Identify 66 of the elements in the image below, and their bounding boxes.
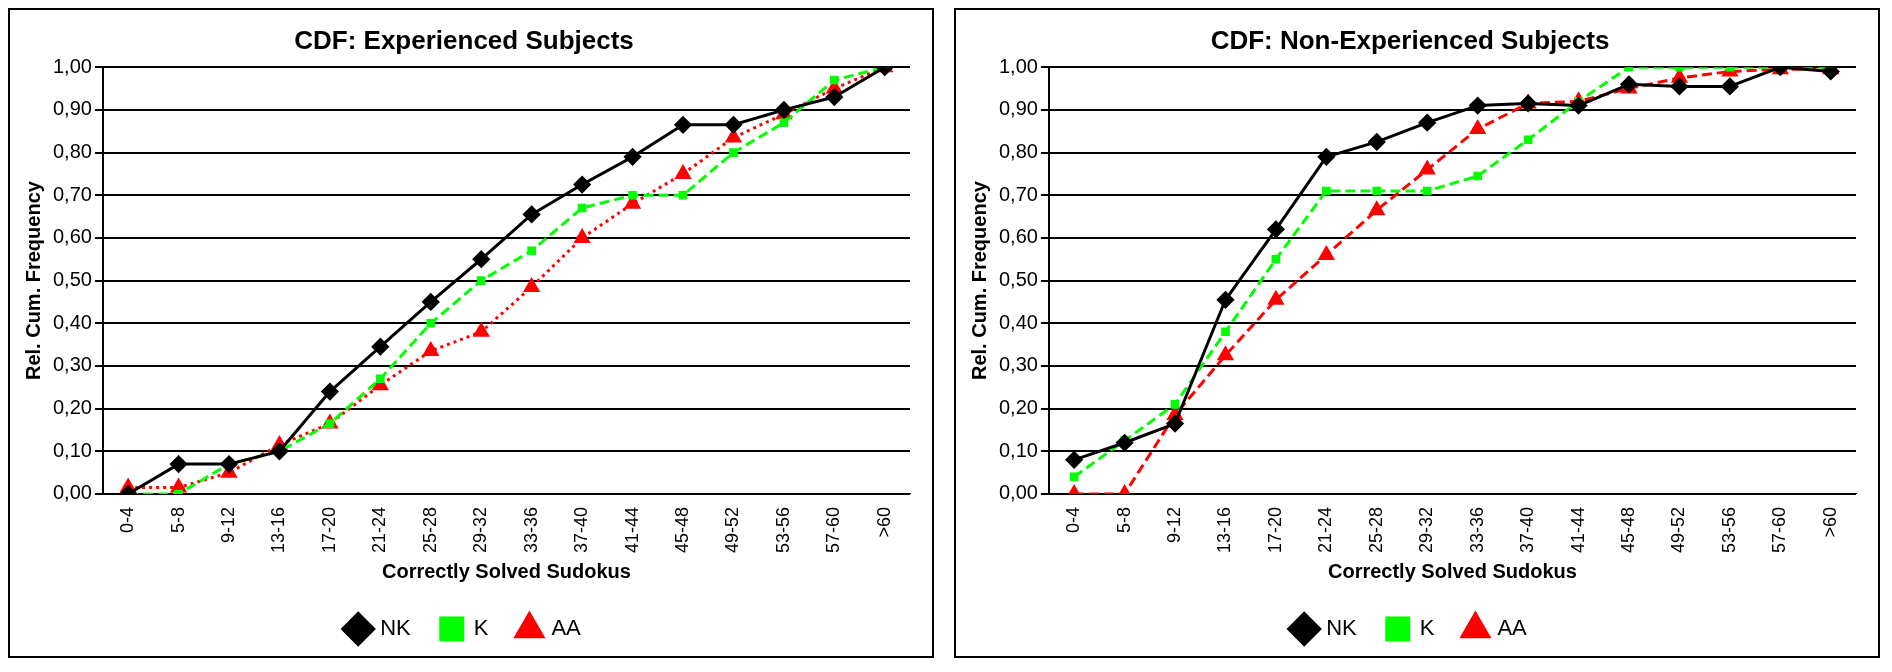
x-tick-label: 33-36 (1466, 506, 1487, 554)
y-tick-label: 0,50 (52, 268, 92, 291)
y-tick-label: 1,00 (998, 54, 1038, 77)
y-tick-label: 0,80 (998, 140, 1038, 163)
x-tick-label: 9-12 (218, 506, 238, 543)
y-tick-label: 0,20 (998, 396, 1038, 419)
legend-label: AA (1497, 615, 1528, 641)
x-tick-label: 21-24 (1315, 506, 1336, 554)
x-tick-label: 45-48 (1617, 506, 1638, 554)
y-tick-label: 0,30 (52, 353, 92, 376)
y-tick-label: 0,40 (52, 310, 92, 333)
x-tick-label: 25-28 (419, 506, 440, 554)
x-tick-label: >60 (1819, 506, 1840, 538)
x-tick-label: 53-56 (772, 506, 793, 554)
x-tick-label: 21-24 (369, 506, 390, 554)
x-tick-label: 17-20 (1264, 506, 1285, 554)
x-tick-label: 57-60 (1769, 506, 1790, 554)
x-tick-label: 33-36 (520, 506, 541, 554)
x-tick-label: 17-20 (318, 506, 339, 554)
x-axis-title: Correctly Solved Sudokus (1327, 559, 1577, 582)
y-tick-label: 0,60 (998, 225, 1038, 248)
y-tick-label: 0,90 (998, 97, 1038, 120)
y-tick-label: 0,70 (998, 182, 1038, 205)
y-tick-label: 0,50 (998, 268, 1038, 291)
y-tick-label: 0,60 (52, 225, 92, 248)
legend-label: NK (1326, 615, 1358, 641)
x-tick-label: 41-44 (1567, 506, 1588, 554)
x-tick-label: 49-52 (1668, 506, 1689, 554)
y-tick-label: 0,90 (52, 97, 92, 120)
x-tick-label: 37-40 (1517, 506, 1538, 554)
y-tick-label: 0,30 (998, 353, 1038, 376)
legend-label: K (473, 615, 489, 641)
y-tick-label: 0,80 (52, 140, 92, 163)
legend-label: K (1419, 615, 1435, 641)
x-tick-label: 37-40 (571, 506, 592, 554)
chart-title: CDF: Experienced Subjects (294, 24, 634, 55)
x-tick-label: 0-4 (117, 506, 138, 533)
x-tick-label: 49-52 (722, 506, 743, 554)
x-tick-label: 53-56 (1718, 506, 1739, 554)
legend-label: NK (380, 615, 412, 641)
x-tick-label: 13-16 (1214, 506, 1235, 554)
x-tick-label: 41-44 (621, 506, 642, 554)
x-tick-label: 29-32 (470, 506, 491, 554)
y-axis-title: Rel. Cum. Frequency (21, 180, 44, 381)
x-tick-label: >60 (873, 506, 894, 538)
x-tick-label: 13-16 (268, 506, 289, 554)
x-tick-label: 25-28 (1365, 506, 1386, 554)
x-tick-label: 5-8 (1113, 506, 1134, 533)
y-tick-label: 0,40 (998, 310, 1038, 333)
x-tick-label: 45-48 (671, 506, 692, 554)
y-tick-label: 0,10 (998, 438, 1038, 461)
y-tick-label: 1,00 (52, 54, 92, 77)
x-tick-label: 0-4 (1063, 506, 1084, 533)
x-tick-label: 9-12 (1164, 506, 1184, 543)
y-tick-label: 0,10 (52, 438, 92, 461)
x-tick-label: 29-32 (1416, 506, 1437, 554)
y-tick-label: 0,70 (52, 182, 92, 205)
legend-label: AA (551, 615, 582, 641)
y-axis-title: Rel. Cum. Frequency (967, 180, 990, 381)
x-tick-label: 57-60 (823, 506, 844, 554)
y-tick-label: 0,20 (52, 396, 92, 419)
y-tick-label: 0,00 (52, 481, 92, 504)
chart-title: CDF: Non-Experienced Subjects (1210, 24, 1610, 55)
x-axis-title: Correctly Solved Sudokus (381, 559, 631, 582)
y-tick-label: 0,00 (998, 481, 1038, 504)
x-tick-label: 5-8 (167, 506, 188, 533)
